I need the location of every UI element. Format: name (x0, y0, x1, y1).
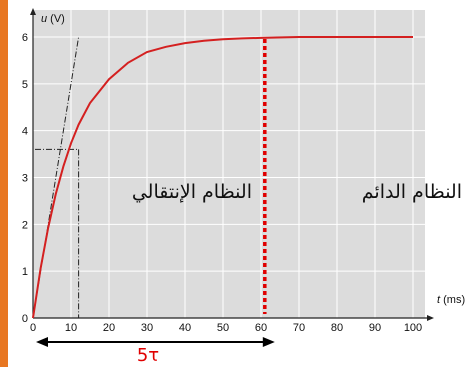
x-tick-label: 0 (30, 322, 36, 334)
y-axis-arrow (30, 8, 36, 15)
x-tick-label: 100 (404, 322, 422, 334)
grid-lines (33, 10, 425, 318)
y-tick-label: 5 (22, 79, 28, 91)
y-axis-title: u (V) (41, 13, 65, 25)
five-tau-arrow-left-head (36, 337, 48, 347)
x-tick-label: 90 (369, 322, 381, 334)
y-tick-label: 6 (22, 32, 28, 44)
x-tick-label: 40 (179, 322, 191, 334)
y-tick-label: 3 (22, 173, 28, 185)
y-tick-label: 4 (22, 126, 28, 138)
left-accent-bar (0, 0, 8, 367)
y-tick-label: 2 (22, 219, 28, 231)
x-tick-label: 30 (141, 322, 153, 334)
five-tau-arrow-right-head (262, 337, 275, 347)
x-tick-label: 20 (103, 322, 115, 334)
x-axis-arrow (427, 315, 434, 321)
steady-regime-label: النظام الدائم (362, 181, 462, 203)
response-curve (32, 36, 413, 319)
transient-regime-label: النظام الإنتقالي (132, 181, 252, 203)
x-axis-title: t (ms) (437, 294, 465, 306)
x-tick-label: 60 (255, 322, 267, 334)
y-tick-label: 1 (22, 266, 28, 278)
x-tick-label: 50 (217, 322, 229, 334)
x-tick-label: 70 (293, 322, 305, 334)
y-tick-label: 0 (22, 313, 28, 325)
x-tick-label: 10 (65, 322, 77, 334)
five-tau-label: 5τ (137, 345, 159, 366)
plot-area (33, 10, 425, 318)
x-tick-label: 80 (331, 322, 343, 334)
